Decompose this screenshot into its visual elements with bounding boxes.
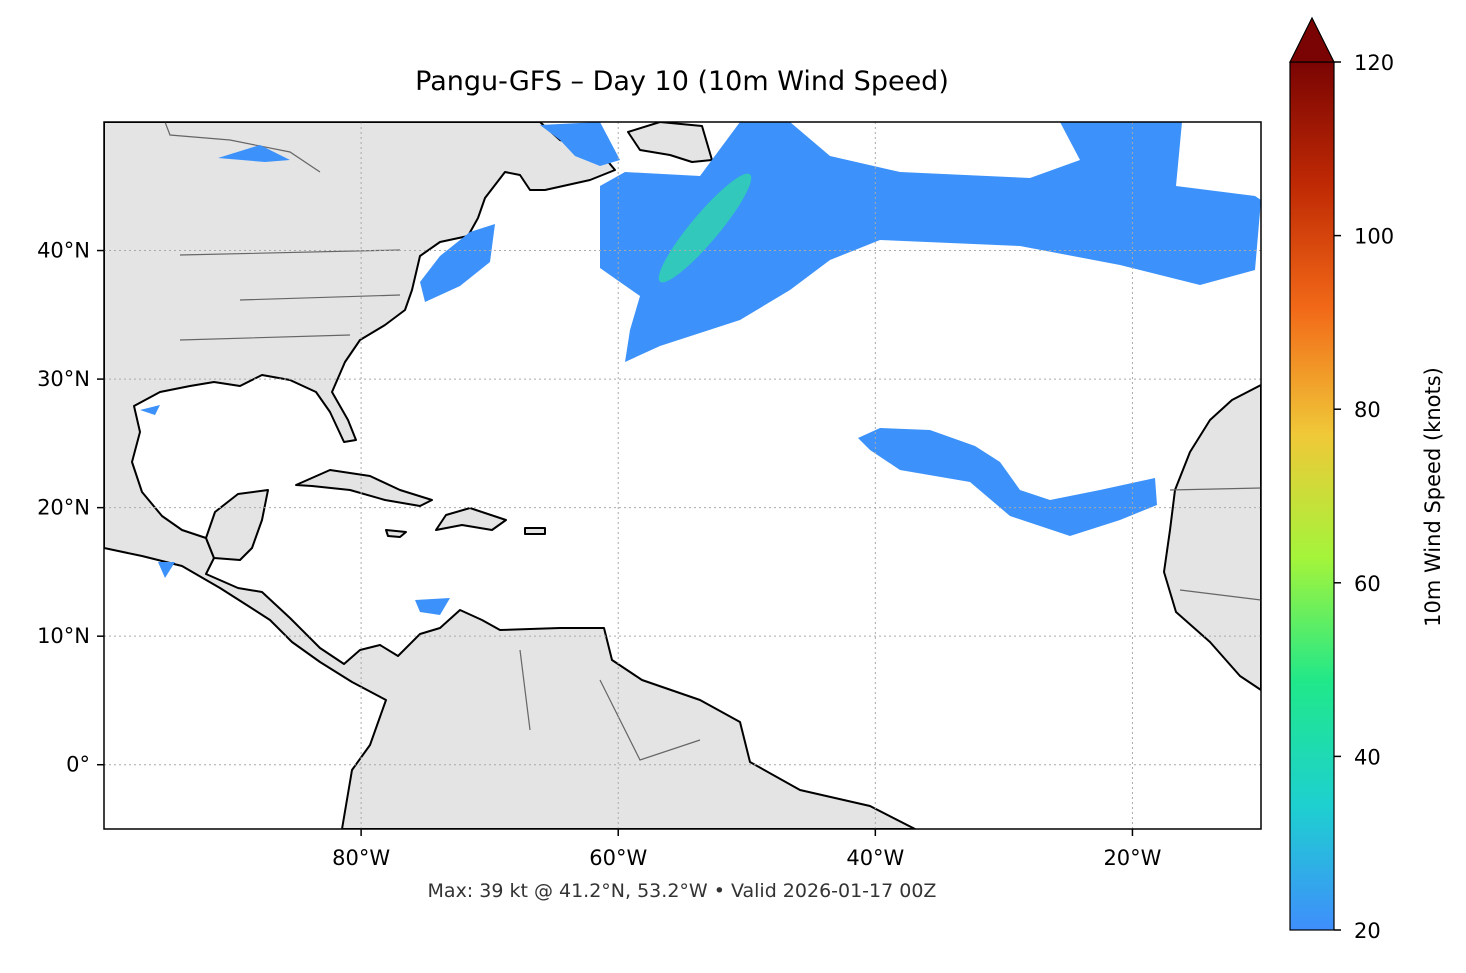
y-tick-label: 30°N	[37, 367, 90, 391]
colorbar-tick-label: 40	[1354, 745, 1381, 769]
wind-area	[540, 122, 620, 166]
x-tick-label: 80°W	[332, 846, 390, 870]
colorbar-tick-label: 100	[1354, 225, 1394, 249]
africa	[1163, 384, 1261, 691]
wind-area	[600, 122, 1261, 362]
colorbar-extend	[1289, 16, 1335, 63]
colorbar-tick-label: 60	[1354, 572, 1381, 596]
wind-area	[420, 224, 495, 302]
x-tick-label: 60°W	[589, 846, 647, 870]
yucatan	[205, 489, 269, 561]
map	[104, 122, 1261, 829]
borders	[164, 122, 1261, 761]
colorbar-tick-label: 20	[1354, 919, 1381, 943]
y-tick-label: 10°N	[37, 624, 90, 648]
jamaica	[385, 529, 407, 538]
colorbar-tick-label: 80	[1354, 398, 1381, 422]
plot-frame	[103, 121, 1262, 830]
colorbar-tick-label: 120	[1354, 51, 1394, 75]
chart-title: Pangu-GFS – Day 10 (10m Wind Speed)	[415, 66, 949, 97]
cuba	[295, 469, 433, 507]
y-tick-label: 0°	[66, 753, 90, 777]
y-tick-label: 20°N	[37, 496, 90, 520]
x-tick-label: 20°W	[1103, 846, 1161, 870]
colorbar-label: 10m Wind Speed (knots)	[1421, 367, 1445, 627]
wind-area	[415, 598, 450, 615]
x-tick-label: 40°W	[846, 846, 904, 870]
footer: Max: 39 kt @ 41.2°N, 53.2°W • Valid 2026…	[428, 880, 937, 902]
y-tick-label: 40°N	[37, 239, 90, 263]
wind-max	[658, 173, 752, 283]
puerto-rico	[524, 527, 546, 535]
colorbar	[1289, 61, 1335, 931]
wind-area	[858, 428, 1157, 536]
